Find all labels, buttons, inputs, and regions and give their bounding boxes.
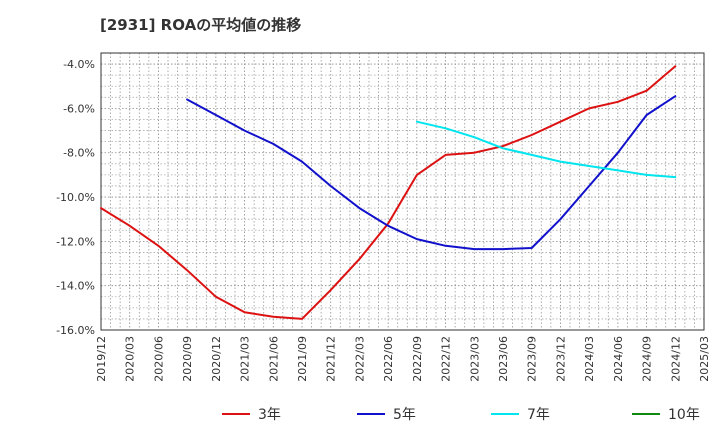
legend-label-2: 5年: [393, 407, 416, 423]
y-tick-label: -12.0%: [56, 235, 95, 248]
x-tick-label: 2021/06: [267, 336, 280, 382]
chart-title: [2931] ROAの平均値の推移: [100, 16, 302, 34]
y-tick-label: -6.0%: [63, 102, 95, 115]
x-tick-label: 2023/09: [526, 336, 539, 382]
x-tick-label: 2020/03: [124, 336, 137, 382]
x-tick-label: 2023/12: [554, 336, 567, 382]
x-tick-label: 2021/12: [325, 336, 338, 382]
y-tick-label: -16.0%: [56, 324, 95, 337]
x-tick-label: 2021/09: [296, 336, 309, 382]
plot-area: [101, 53, 704, 330]
x-tick-label: 2023/06: [497, 336, 510, 382]
x-tick-label: 2024/06: [612, 336, 625, 382]
legend-label-4: 10年: [668, 407, 700, 423]
y-tick-label: -8.0%: [63, 147, 95, 160]
x-tick-label: 2024/12: [669, 336, 682, 382]
series-line-3: [415, 120, 677, 179]
x-tick-label: 2022/12: [440, 336, 453, 382]
x-tick-label: 2021/03: [239, 336, 252, 382]
series-line-2: [186, 95, 677, 251]
x-tick-label: 2020/12: [210, 336, 223, 382]
x-tick-label: 2024/09: [641, 336, 654, 382]
series-line-1: [100, 65, 677, 320]
legend-label-1: 3年: [258, 407, 281, 423]
y-tick-label: -10.0%: [56, 191, 95, 204]
x-tick-label: 2020/09: [181, 336, 194, 382]
x-tick-label: 2022/06: [382, 336, 395, 382]
plot-frame: [100, 52, 705, 331]
x-tick-label: 2019/12: [95, 336, 108, 382]
x-tick-label: 2022/03: [353, 336, 366, 382]
x-tick-label: 2020/06: [152, 336, 165, 382]
x-tick-label: 2022/09: [411, 336, 424, 382]
legend-label-3: 7年: [527, 407, 550, 423]
x-tick-label: 2024/03: [583, 336, 596, 382]
y-tick-label: -4.0%: [63, 58, 95, 71]
x-tick-label: 2025/03: [698, 336, 711, 382]
y-tick-label: -14.0%: [56, 280, 95, 293]
x-tick-label: 2023/03: [468, 336, 481, 382]
